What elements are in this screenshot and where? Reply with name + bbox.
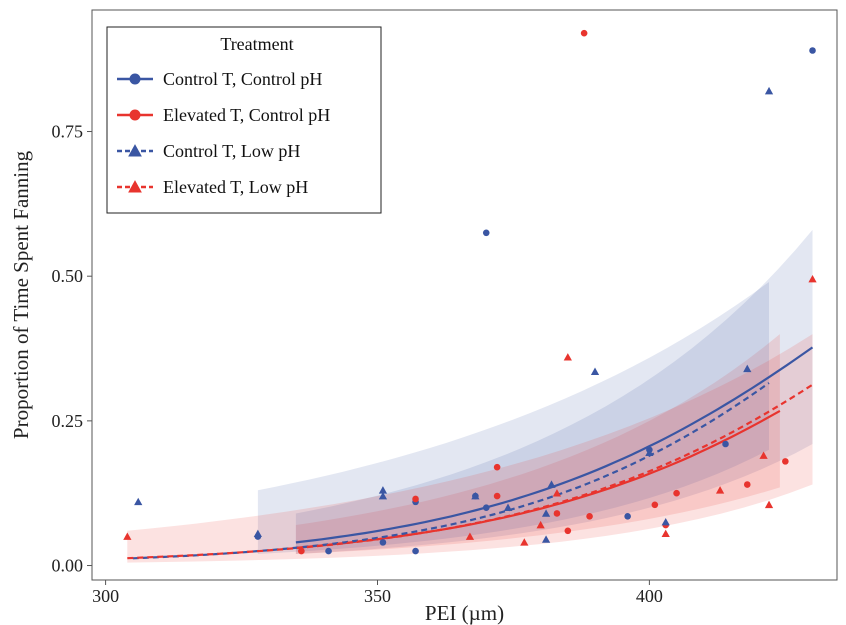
data-point-s4-8 <box>715 486 725 494</box>
data-point-s4-2 <box>465 532 475 540</box>
y-tick-label-1: 0.00 <box>52 556 84 576</box>
fit-line-4 <box>127 383 814 560</box>
x-tick-label-3: 400 <box>636 586 663 606</box>
data-point-s4-9 <box>759 451 768 459</box>
ci-band-1 <box>295 229 813 554</box>
ci-band-3 <box>257 282 769 554</box>
axes: 300 350 400 0.00 0.25 0.50 0.75 <box>52 122 663 606</box>
data-point-s3-12 <box>661 518 670 526</box>
data-point-s3-5 <box>471 491 480 500</box>
legend-item-3: Control T, Low pH <box>117 141 300 161</box>
legend-item-1: Control T, Control pH <box>117 69 322 89</box>
x-axis-label: PEI (µm) <box>425 601 504 625</box>
legend-items: Control T, Control pH Elevated T, Control… <box>117 69 330 197</box>
data-point-s3-8 <box>541 509 551 517</box>
ci-band-2 <box>295 334 780 554</box>
data-point-s1-8 <box>482 504 490 511</box>
legend-label-1: Control T, Control pH <box>163 69 322 89</box>
data-point-s3-6 <box>503 503 513 511</box>
data-point-s3-10 <box>590 367 600 375</box>
ci-band-4 <box>127 334 813 563</box>
data-points <box>123 29 817 555</box>
data-point-s1-12 <box>809 47 816 54</box>
data-point-s2-1 <box>298 547 305 555</box>
legend-item-4: Elevated T, Low pH <box>117 177 308 197</box>
legend-box <box>106 26 382 214</box>
data-point-s2-12 <box>743 481 751 488</box>
data-point-s2-13 <box>782 458 789 465</box>
data-point-s4-7 <box>661 529 670 538</box>
legend-item-2: Elevated T, Control pH <box>117 105 330 125</box>
y-tick-label-2: 0.25 <box>52 411 84 431</box>
data-point-s3-13 <box>743 364 752 373</box>
data-point-s1-11 <box>722 440 729 448</box>
data-point-s4-6 <box>563 353 572 361</box>
data-point-s3-11 <box>645 448 654 456</box>
confidence-bands <box>127 229 813 563</box>
legend-marker-1 <box>129 73 141 85</box>
x-tick-label-2: 350 <box>364 586 391 606</box>
y-axis-label: Proportion of Time Spent Fanning <box>9 150 33 439</box>
data-point-s2-4 <box>493 463 501 471</box>
legend-title: Treatment <box>220 34 293 54</box>
data-point-s1-9 <box>624 513 631 520</box>
data-point-s2-11 <box>673 489 680 497</box>
data-point-s2-2 <box>412 495 419 503</box>
data-point-s4-3 <box>520 538 529 546</box>
legend-marker-4 <box>128 180 142 193</box>
data-point-s3-2 <box>253 529 262 538</box>
data-point-s2-5 <box>553 510 561 517</box>
data-point-s1-7 <box>482 229 490 237</box>
data-point-s2-3 <box>493 492 501 500</box>
data-point-s1-3 <box>379 539 387 546</box>
legend-marker-2 <box>129 109 141 121</box>
data-point-s2-8 <box>586 513 593 520</box>
data-point-s3-7 <box>541 535 551 543</box>
data-point-s3-4 <box>378 491 388 500</box>
legend-label-4: Elevated T, Low pH <box>163 177 308 197</box>
data-point-s3-14 <box>764 86 774 95</box>
data-point-s3-9 <box>547 480 556 488</box>
plot-frame <box>91 9 838 581</box>
data-point-s4-5 <box>552 489 562 497</box>
data-point-s1-2 <box>325 547 332 555</box>
data-point-s1-4 <box>412 547 419 555</box>
y-tick-label-4: 0.75 <box>52 122 84 142</box>
fit-line-3 <box>132 382 770 560</box>
data-point-s2-6 <box>564 527 572 535</box>
y-tick-label-3: 0.50 <box>52 266 84 286</box>
data-point-s3-3 <box>378 486 388 494</box>
data-point-s4-1 <box>123 532 132 540</box>
data-point-s4-10 <box>764 500 774 509</box>
data-point-s2-7 <box>580 29 588 37</box>
legend: Treatment Control T, Control pH Elevated … <box>106 26 382 214</box>
data-point-s3-1 <box>134 497 143 506</box>
legend-label-3: Control T, Low pH <box>163 141 300 161</box>
data-point-s4-4 <box>536 520 545 529</box>
legend-marker-3 <box>128 144 142 157</box>
data-point-s2-9 <box>651 501 659 509</box>
x-tick-label-1: 300 <box>92 586 119 606</box>
data-point-s4-11 <box>808 274 817 283</box>
legend-label-2: Elevated T, Control pH <box>163 105 330 125</box>
